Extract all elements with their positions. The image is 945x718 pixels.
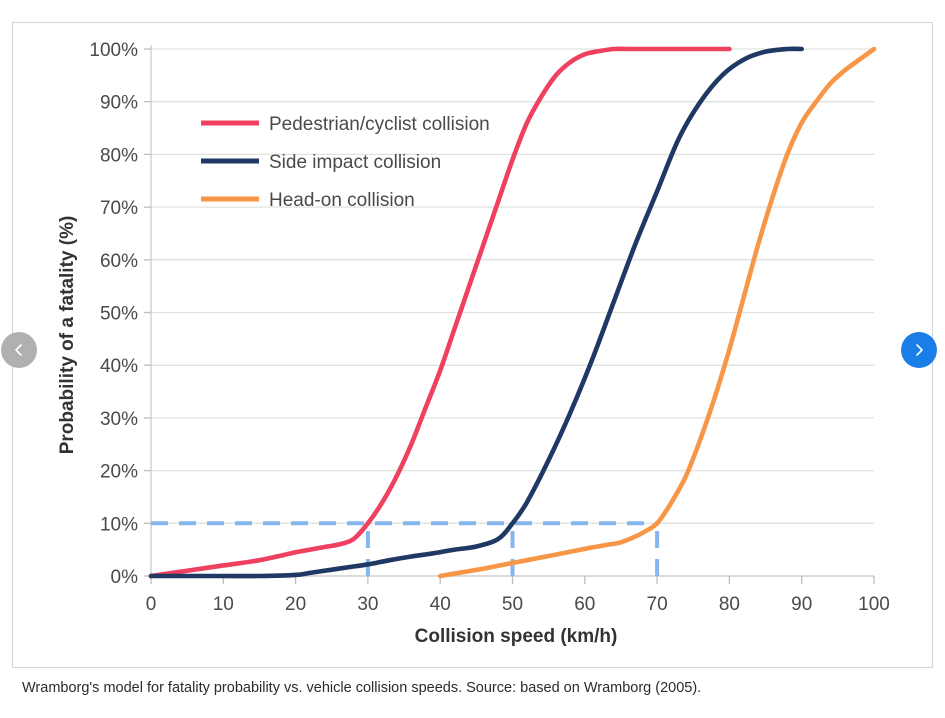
y-tick-label: 80%	[100, 145, 138, 166]
y-axis-tick-labels: 0% 10% 20% 30% 40% 50% 60% 70% 80% 90% 100%	[89, 40, 138, 588]
y-tick-label: 0%	[111, 567, 139, 588]
axis-lines	[150, 45, 874, 577]
x-tick-label: 30	[357, 594, 378, 615]
series-line	[148, 46, 732, 579]
y-tick-label: 50%	[100, 304, 138, 325]
y-tick-label: 30%	[100, 409, 138, 430]
x-tick-label: 0	[146, 594, 157, 615]
fatality-probability-chart: 0% 10% 20% 30% 40% 50% 60% 70% 80% 90% 100% 0 10 20 3…	[57, 40, 890, 647]
y-tick-label: 20%	[100, 462, 138, 483]
grid-lines	[151, 48, 874, 577]
y-axis-title: Probability of a fatality (%)	[57, 216, 78, 455]
x-tick-label: 10	[213, 594, 234, 615]
y-tick-label: 10%	[100, 514, 138, 535]
y-tick-label: 90%	[100, 93, 138, 114]
x-axis-title: Collision speed (km/h)	[415, 626, 618, 647]
figure-caption: Wramborg's model for fatality probabilit…	[22, 680, 702, 696]
x-tick-label: 40	[430, 594, 451, 615]
axis-ticks	[144, 48, 875, 584]
series-line	[148, 46, 804, 579]
series-line	[437, 46, 877, 579]
figure-card: 0% 10% 20% 30% 40% 50% 60% 70% 80% 90% 100% 0 10 20 3…	[12, 22, 933, 668]
x-tick-label: 60	[574, 594, 595, 615]
x-tick-label: 50	[502, 594, 523, 615]
legend-label: Side impact collision	[269, 152, 441, 173]
chevron-left-icon	[15, 344, 22, 356]
x-tick-label: 80	[719, 594, 740, 615]
y-tick-label: 60%	[100, 251, 138, 272]
y-tick-label: 70%	[100, 198, 138, 219]
x-tick-label: 90	[791, 594, 812, 615]
legend-label: Head-on collision	[269, 190, 415, 211]
x-tick-label: 20	[285, 594, 306, 615]
x-tick-label: 100	[858, 594, 890, 615]
legend-label: Pedestrian/cyclist collision	[269, 114, 490, 135]
y-tick-label: 100%	[89, 40, 138, 61]
carousel-prev-button[interactable]	[1, 332, 37, 368]
carousel-next-button[interactable]	[901, 332, 937, 368]
reference-lines	[151, 521, 660, 576]
x-axis-tick-labels: 0 10 20 30 40 50 60 70 80 90 100	[146, 594, 890, 615]
x-tick-label: 70	[647, 594, 668, 615]
y-tick-label: 40%	[100, 356, 138, 377]
chevron-right-icon	[916, 344, 923, 356]
chart-legend: Pedestrian/cyclist collision Side impact …	[201, 114, 490, 211]
data-series	[148, 46, 877, 579]
